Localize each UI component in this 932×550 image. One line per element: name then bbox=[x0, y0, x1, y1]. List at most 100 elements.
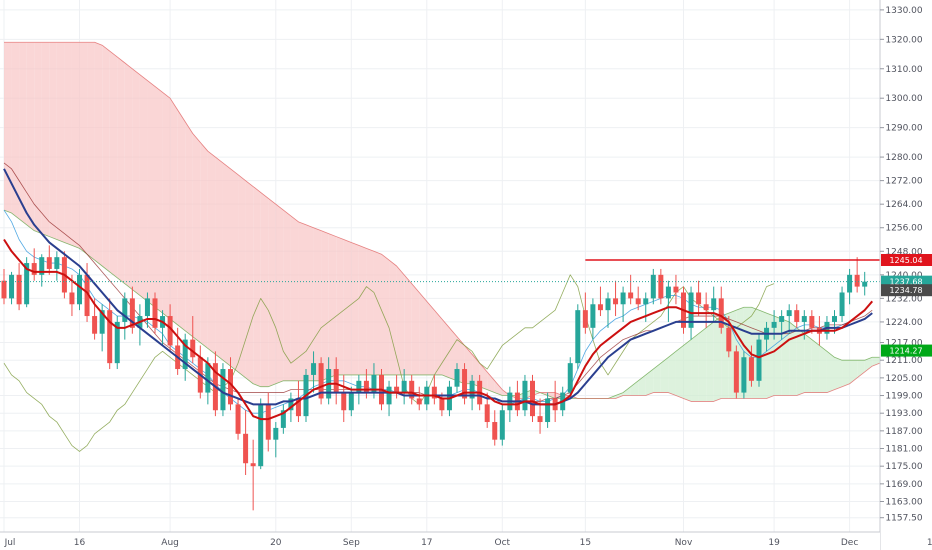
moving-average-long-line bbox=[3, 168, 873, 406]
candle-body bbox=[575, 310, 581, 364]
cloud-segment bbox=[328, 233, 337, 378]
candle-body bbox=[499, 410, 505, 440]
candle-body bbox=[190, 339, 196, 358]
time-tick-label: Dec bbox=[841, 538, 858, 548]
time-tick-label: 17 bbox=[421, 538, 432, 548]
candle-body bbox=[635, 298, 641, 305]
candle-body bbox=[363, 380, 369, 393]
candle-body bbox=[605, 298, 611, 311]
candle-body bbox=[748, 357, 754, 381]
price-tag: 1245.04 bbox=[881, 253, 932, 266]
cloud-segment bbox=[713, 316, 722, 402]
price-axis: 1157.50 1163.00 1169.00 1175.00 1181.00 1187.… bbox=[879, 0, 932, 550]
candle-body bbox=[24, 263, 30, 305]
cloud-segment bbox=[774, 316, 782, 396]
cloud-segment bbox=[389, 260, 397, 375]
candle-body bbox=[228, 369, 233, 405]
cloud-segment bbox=[653, 363, 661, 393]
candle-body bbox=[341, 392, 347, 411]
cloud-segment bbox=[94, 42, 103, 266]
price-tick-label: 1175.00 bbox=[885, 462, 922, 472]
cloud-segment bbox=[147, 80, 155, 308]
candle-body bbox=[311, 363, 317, 375]
cloud-segment bbox=[426, 301, 435, 375]
cloud-segment bbox=[71, 42, 80, 249]
cloud-segment bbox=[117, 56, 125, 284]
cloud-segment bbox=[434, 310, 442, 375]
candle-body bbox=[205, 363, 211, 393]
price-tick-label: 1205.00 bbox=[885, 374, 922, 384]
cloud-segment bbox=[283, 210, 291, 381]
candle-body bbox=[243, 433, 249, 464]
cloud-segment bbox=[132, 68, 140, 296]
cloud-segment bbox=[102, 45, 110, 272]
cloud-segment bbox=[26, 42, 35, 231]
candle-body bbox=[31, 263, 37, 275]
cloud-segment bbox=[124, 62, 133, 290]
candle-body bbox=[620, 292, 626, 305]
price-tick-label: 1280.00 bbox=[885, 153, 922, 163]
cloud-segment bbox=[630, 380, 639, 396]
time-tick-label: Aug bbox=[161, 538, 179, 548]
cloud-segment bbox=[185, 121, 193, 337]
price-tick-label: 1181.00 bbox=[885, 445, 922, 455]
chikou-span-line bbox=[3, 274, 775, 452]
candle-body bbox=[1, 280, 7, 299]
candle-body bbox=[741, 357, 747, 393]
candle-body bbox=[46, 257, 52, 269]
cloud-segment bbox=[623, 386, 631, 396]
price-tick-label: 1199.00 bbox=[885, 392, 922, 402]
cloud-segment bbox=[238, 174, 246, 378]
candle-body bbox=[582, 310, 588, 328]
moving-average-short-line bbox=[3, 238, 874, 421]
candle-body bbox=[167, 316, 173, 346]
candle-body bbox=[431, 386, 437, 399]
cloud-segment bbox=[358, 245, 367, 375]
cloud-segment bbox=[177, 109, 186, 331]
candle-body bbox=[658, 274, 664, 299]
cloud-segment bbox=[849, 360, 858, 384]
cloud-segment bbox=[864, 357, 873, 372]
time-tick-label: 19 bbox=[768, 538, 780, 548]
cloud-segment bbox=[547, 392, 556, 399]
cloud-segment bbox=[321, 230, 329, 381]
cloud-segment bbox=[834, 357, 843, 390]
candle-body bbox=[847, 274, 853, 293]
candle-body bbox=[265, 404, 271, 440]
cloud-segment bbox=[872, 357, 880, 367]
cloud-segment bbox=[192, 133, 201, 343]
cloud-segment bbox=[162, 92, 171, 319]
price-axis-bg bbox=[880, 0, 932, 550]
price-tick-label: 1169.00 bbox=[885, 480, 922, 490]
cloud-segment bbox=[170, 98, 178, 325]
cloud-segment bbox=[215, 157, 223, 361]
price-tick-label: 1193.00 bbox=[885, 409, 922, 419]
time-axis-bg bbox=[0, 532, 880, 550]
cloud-segment bbox=[34, 42, 42, 234]
candle-body bbox=[114, 321, 120, 364]
candle-body bbox=[756, 339, 762, 381]
cloud-segment bbox=[4, 42, 12, 214]
candle-body bbox=[492, 422, 498, 440]
price-tick-label: 1310.00 bbox=[885, 65, 922, 75]
candle-body bbox=[801, 316, 807, 322]
candle-body bbox=[628, 292, 634, 299]
cloud-segment bbox=[494, 380, 503, 396]
cloud-segment bbox=[64, 42, 72, 246]
candle-body bbox=[545, 398, 551, 423]
price-tick-label: 1290.00 bbox=[885, 124, 922, 134]
candle-body bbox=[643, 298, 649, 305]
price-tag-bg bbox=[881, 284, 932, 297]
cloud-segment bbox=[698, 327, 707, 402]
price-tag: 1234.78 bbox=[881, 284, 932, 297]
candle-body bbox=[77, 274, 82, 305]
candle-body bbox=[416, 398, 422, 405]
cloud-segment bbox=[691, 333, 699, 402]
cloud-segment bbox=[441, 318, 450, 378]
time-tick-label: Nov bbox=[675, 538, 693, 548]
price-tag-bg bbox=[881, 344, 932, 357]
candle-body bbox=[348, 392, 354, 411]
candle-body bbox=[409, 380, 415, 399]
